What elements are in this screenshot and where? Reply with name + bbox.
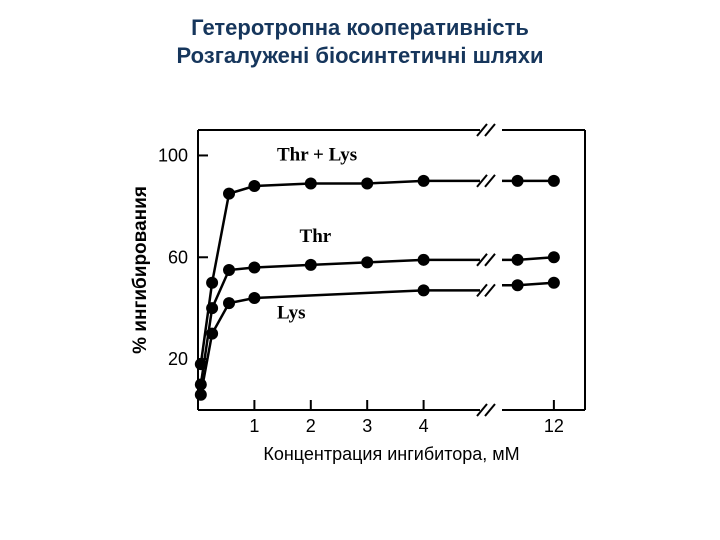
svg-text:Концентрация ингибитора, мМ: Концентрация ингибитора, мМ (263, 444, 519, 464)
svg-text:1: 1 (249, 416, 259, 436)
chart-svg: 2060100123412Концентрация ингибитора, мМ… (120, 110, 600, 490)
slide-title: Гетеротропна кооперативність Розгалужені… (0, 0, 720, 69)
svg-text:4: 4 (419, 416, 429, 436)
svg-text:Thr: Thr (300, 226, 332, 247)
svg-text:Lys: Lys (277, 302, 306, 323)
svg-text:60: 60 (168, 247, 188, 267)
title-line-2: Розгалужені біосинтетичні шляхи (0, 42, 720, 70)
svg-text:2: 2 (306, 416, 316, 436)
svg-text:Thr + Lys: Thr + Lys (277, 145, 357, 166)
svg-text:% ингибирования: % ингибирования (130, 186, 151, 354)
svg-text:3: 3 (362, 416, 372, 436)
svg-text:100: 100 (158, 145, 188, 165)
svg-text:12: 12 (544, 416, 564, 436)
inhibition-chart: 2060100123412Концентрация ингибитора, мМ… (120, 110, 600, 490)
title-line-1: Гетеротропна кооперативність (0, 14, 720, 42)
svg-text:20: 20 (168, 349, 188, 369)
